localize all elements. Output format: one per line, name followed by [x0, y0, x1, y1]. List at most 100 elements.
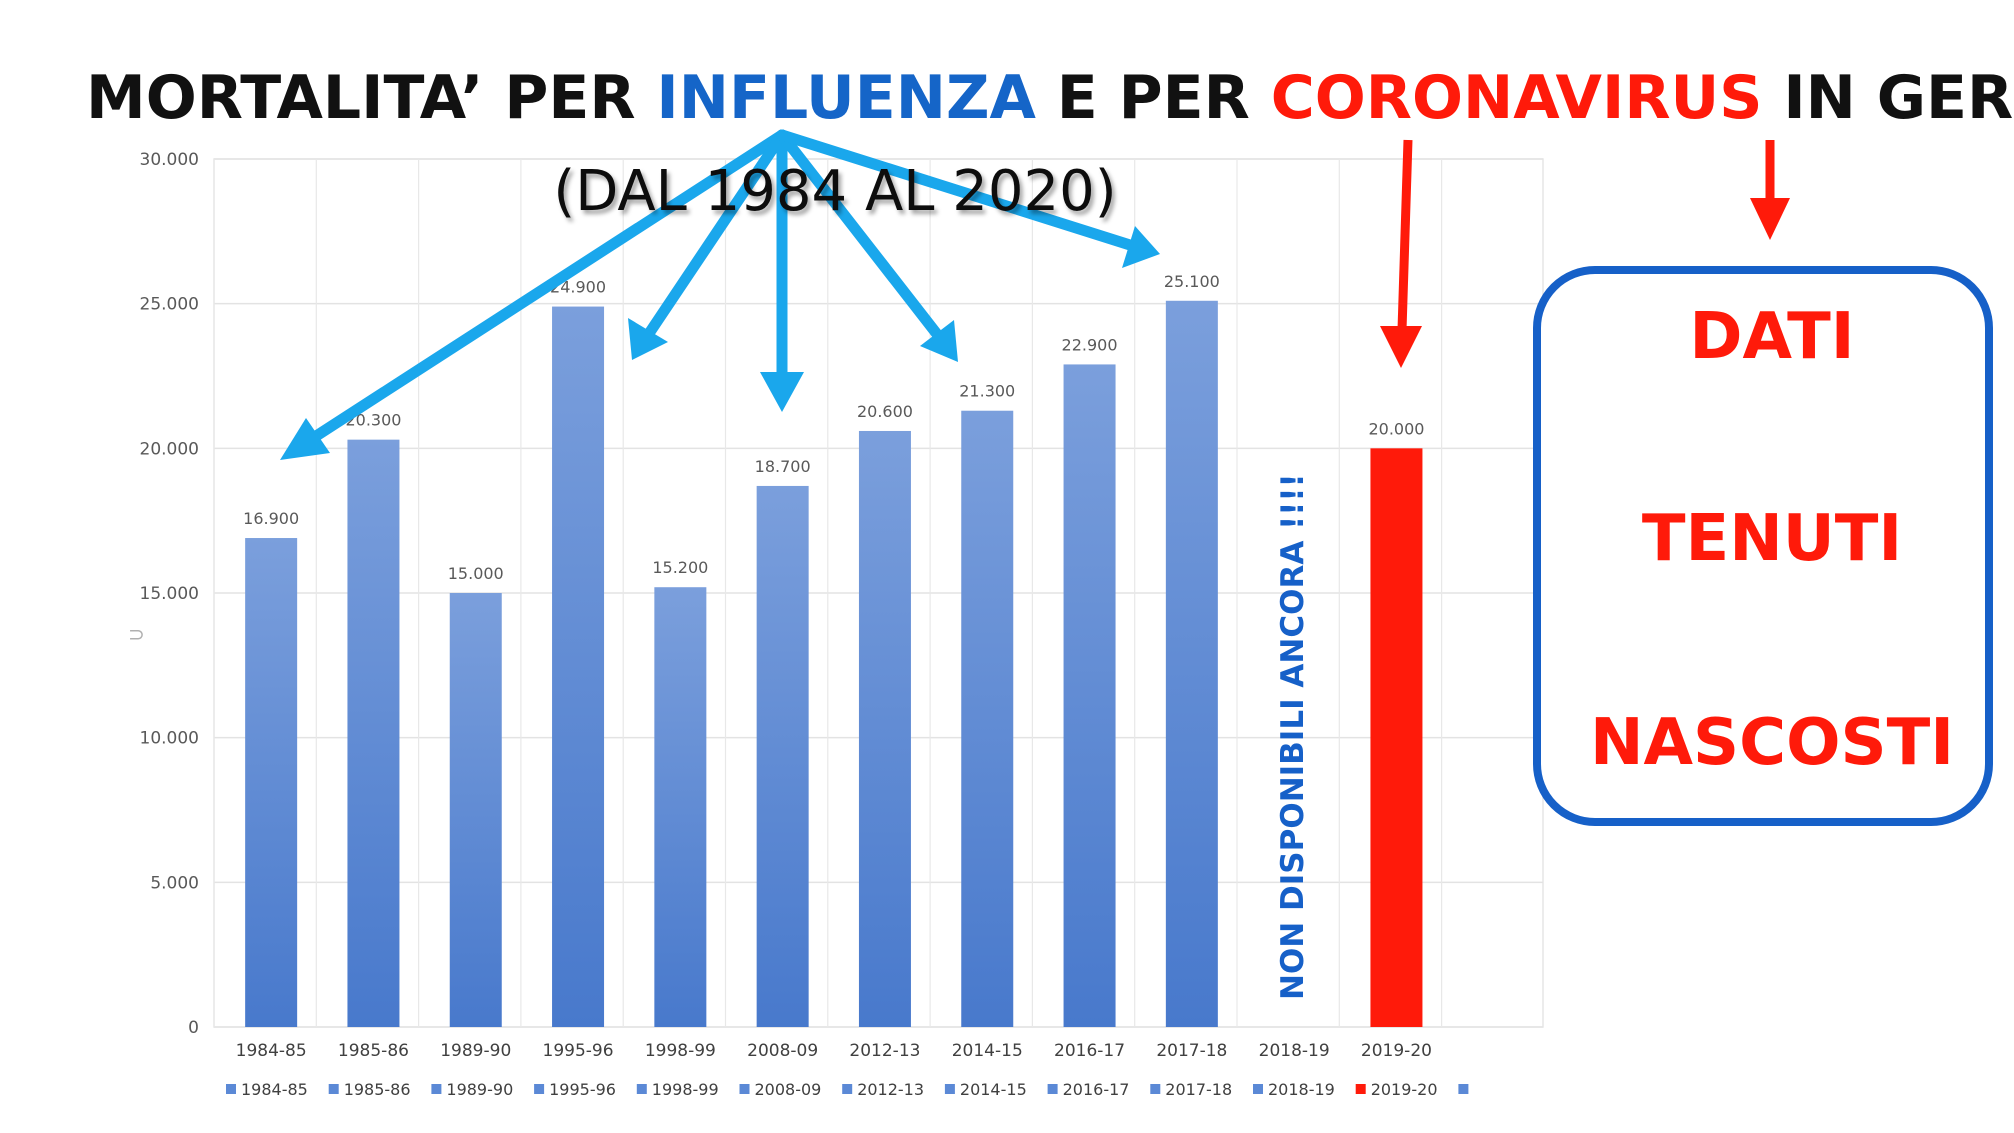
- data-label-1984-85: 16.900: [243, 509, 299, 528]
- bar-series: [245, 300, 1423, 1028]
- x-axis: 1984-85 1985-86 1989-90 1995-96 1998-99 2008-…: [236, 1041, 1432, 1061]
- box-line-dati: DATI: [1689, 300, 1854, 374]
- box-line-nascosti: NASCOSTI: [1590, 706, 1954, 780]
- legend-swatch: [1355, 1084, 1366, 1094]
- axis-fragment-mark: ⊃: [128, 622, 145, 646]
- x-tick-label: 2008-09: [747, 1041, 818, 1061]
- x-tick-label: 2017-18: [1156, 1041, 1227, 1061]
- not-available-note: NON DISPONIBILI ANCORA !!!!: [1275, 473, 1311, 1000]
- box-border: [1533, 266, 1993, 826]
- bar-1989-90: [449, 593, 502, 1027]
- legend-label: 2017-18: [1165, 1080, 1232, 1099]
- data-label-2008-09: 18.700: [755, 457, 811, 476]
- y-tick-label: 5.000: [150, 873, 199, 893]
- x-tick-label: 1998-99: [645, 1041, 716, 1061]
- arrow-to-1995-96: [642, 129, 788, 341]
- data-label-1989-90: 15.000: [448, 564, 504, 583]
- horizontal-gridlines: [214, 158, 1543, 1028]
- x-tick-label: 2012-13: [849, 1041, 920, 1061]
- title-part-influenza: INFLUENZA: [656, 63, 1036, 133]
- data-label-1985-86: 20.300: [345, 411, 401, 430]
- arrow-head-2019-20: [1380, 326, 1422, 368]
- x-tick-label: 1985-86: [338, 1041, 409, 1061]
- arrow-to-2017-18: [776, 129, 1136, 251]
- data-label-2016-17: 22.900: [1062, 335, 1118, 354]
- title-part-coronavirus: CORONAVIRUS: [1271, 63, 1763, 133]
- chart-title: MORTALITA’ PER INFLUENZA E PER CORONAVIR…: [86, 63, 2014, 133]
- y-tick-label: 30.000: [140, 150, 199, 170]
- arrow-head-2008-09: [760, 372, 804, 412]
- legend-swatch: [944, 1084, 955, 1094]
- title-part-germania: IN GERMANIA: [1762, 63, 2014, 133]
- legend-label: 1984-85: [241, 1080, 308, 1099]
- arrow-head-1995-96: [628, 318, 668, 360]
- arrow-to-2014-15: [776, 129, 946, 344]
- legend-swatch: [1458, 1084, 1469, 1094]
- bar-2016-17: [1063, 364, 1116, 1028]
- legend-label: 1998-99: [652, 1080, 719, 1099]
- y-tick-label: 25.000: [140, 295, 199, 315]
- data-label-2012-13: 20.600: [857, 402, 913, 421]
- legend-label: 2012-13: [857, 1080, 924, 1099]
- legend-swatch: [1047, 1084, 1058, 1094]
- data-label-2017-18: 25.100: [1164, 272, 1220, 291]
- x-tick-label: 2014-15: [952, 1041, 1023, 1061]
- x-tick-label: 1989-90: [440, 1041, 511, 1061]
- chart-subtitle: (DAL 1984 AL 2020): [553, 159, 1116, 224]
- bar-2017-18: [1165, 300, 1218, 1028]
- arrow-head-2017-18: [1122, 226, 1160, 268]
- bar-1985-86: [347, 439, 400, 1027]
- legend-swatch: [534, 1084, 545, 1094]
- title-part-mortalita: MORTALITA’ PER: [86, 63, 656, 133]
- y-tick-label: 10.000: [140, 729, 199, 749]
- legend-swatch: [636, 1084, 647, 1094]
- legend-label: 1995-96: [549, 1080, 616, 1099]
- bar-1998-99: [654, 587, 707, 1027]
- bar-2012-13: [858, 430, 911, 1027]
- y-axis: 0 5.000 10.000 15.000 20.000 25.000 30.000: [140, 150, 199, 1038]
- data-label-1998-99: 15.200: [652, 558, 708, 577]
- arrow-head-side-box: [1750, 198, 1790, 240]
- arrow-head-1984-85: [280, 418, 330, 460]
- legend-label: 2018-19: [1268, 1080, 1335, 1099]
- y-tick-label: 15.000: [140, 584, 199, 604]
- vertical-gridlines: [213, 159, 1443, 1027]
- legend: 1984-85 1985-86 1989-90 1995-96 1998-99 2008-…: [226, 1080, 1469, 1099]
- data-label-2014-15: 21.300: [959, 382, 1015, 401]
- title-part-e-per: E PER: [1036, 63, 1271, 133]
- legend-label: 2008-09: [755, 1080, 822, 1099]
- legend-swatch: [431, 1084, 442, 1094]
- legend-swatch: [842, 1084, 853, 1094]
- legend-swatch: [226, 1084, 236, 1094]
- data-label-2019-20: 20.000: [1368, 419, 1424, 438]
- bar-1995-96: [552, 306, 605, 1027]
- arrow-to-2019-20: [1397, 139, 1413, 331]
- legend-swatch: [1150, 1084, 1161, 1094]
- data-labels: 16.90020.30015.00024.90015.20018.70020.6…: [243, 272, 1424, 583]
- bar-2008-09: [756, 485, 809, 1027]
- influenza-arrows: [280, 129, 1160, 460]
- x-tick-label: 1995-96: [543, 1041, 614, 1061]
- y-tick-label: 20.000: [140, 439, 199, 459]
- x-tick-label: 2016-17: [1054, 1041, 1125, 1061]
- x-tick-label: 2018-19: [1259, 1041, 1330, 1061]
- legend-swatch: [328, 1084, 339, 1094]
- x-tick-label: 2019-20: [1361, 1041, 1432, 1061]
- legend-label: 2019-20: [1371, 1080, 1438, 1099]
- legend-swatch: [739, 1084, 750, 1094]
- bar-1984-85: [245, 538, 298, 1027]
- arrow-head-2014-15: [920, 320, 958, 362]
- plot-area: [213, 158, 1544, 1028]
- legend-swatch: [1253, 1084, 1263, 1094]
- y-tick-label: 0: [188, 1018, 199, 1038]
- box-line-tenuti: TENUTI: [1642, 502, 1902, 576]
- hidden-data-box: DATI TENUTI NASCOSTI: [1533, 266, 1993, 826]
- x-tick-label: 1984-85: [236, 1041, 307, 1061]
- legend-label: 1985-86: [344, 1080, 411, 1099]
- legend-label: 2014-15: [960, 1080, 1027, 1099]
- coronavirus-arrows: [1380, 139, 1790, 368]
- legend-label: 2016-17: [1063, 1080, 1130, 1099]
- legend-label: 1989-90: [446, 1080, 513, 1099]
- bar-2014-15: [961, 410, 1014, 1028]
